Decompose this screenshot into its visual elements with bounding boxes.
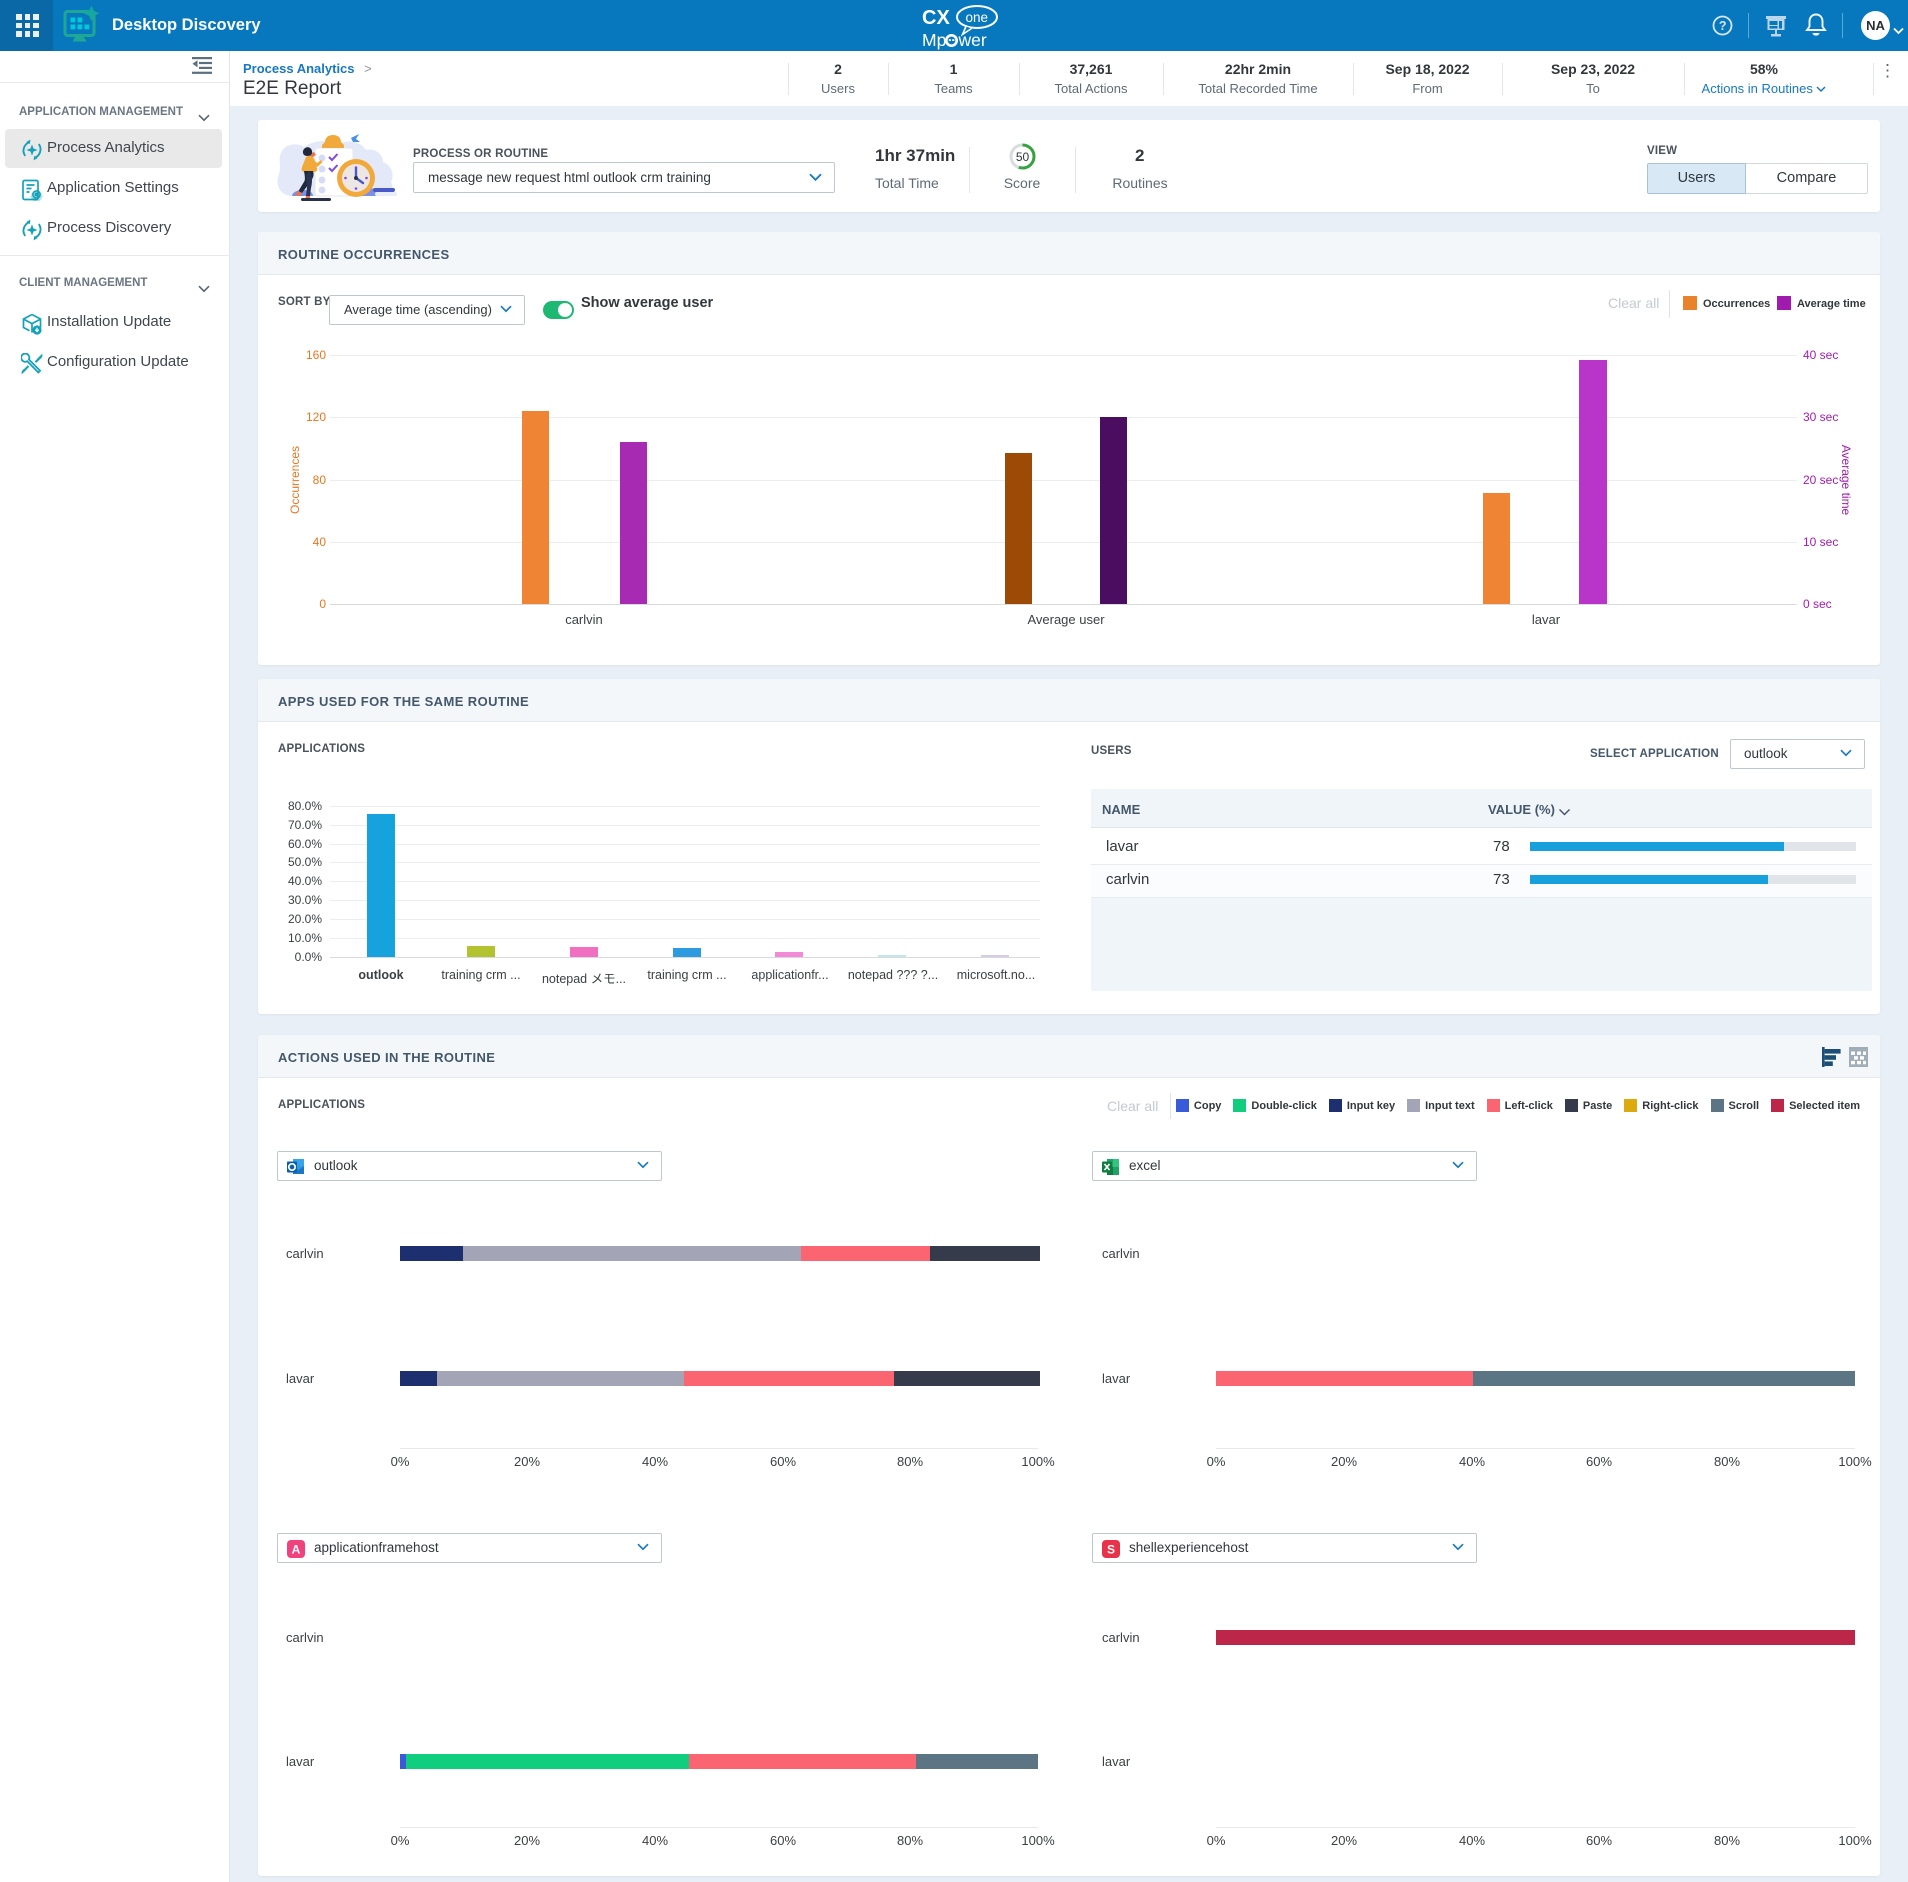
svg-text:one: one	[966, 10, 989, 25]
svg-text:50: 50	[1016, 150, 1030, 164]
svg-text:S: S	[1107, 1543, 1115, 1557]
svg-text:A: A	[292, 1543, 301, 1557]
svg-text:?: ?	[1719, 19, 1727, 33]
svg-text:wer: wer	[958, 30, 987, 50]
svg-text:CX: CX	[922, 7, 950, 29]
svg-text:Mp: Mp	[922, 30, 946, 50]
